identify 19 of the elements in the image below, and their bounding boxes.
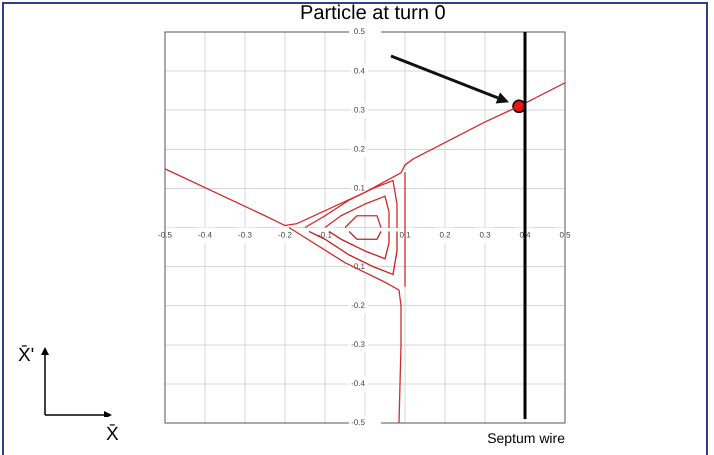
text: Particle at turn 0 bbox=[300, 2, 446, 25]
y-tick-label: -0.4 bbox=[351, 379, 366, 388]
x-tick-label: 0.3 bbox=[479, 230, 492, 240]
x-tick-label: -0.2 bbox=[278, 230, 292, 240]
text: X̄' bbox=[18, 345, 34, 367]
y-tick-label: 0.5 bbox=[354, 27, 366, 36]
y-tick-label: -0.5 bbox=[351, 418, 366, 428]
ref-line-label: Septum wire bbox=[487, 430, 566, 446]
y-tick-label: 0.4 bbox=[354, 66, 366, 76]
y-tick-label: -0.2 bbox=[351, 300, 366, 310]
y-tick-label: 0.2 bbox=[354, 144, 366, 154]
y-tick-label: 0.1 bbox=[354, 184, 366, 193]
y-tick-label: 0.3 bbox=[354, 105, 366, 114]
x-tick-label: -0.1 bbox=[318, 230, 332, 240]
text: X̄ bbox=[106, 424, 119, 446]
x-tick-label: -0.4 bbox=[198, 230, 212, 240]
x-tick-label: 0.2 bbox=[439, 230, 452, 240]
x-tick-label: -0.3 bbox=[238, 230, 252, 240]
y-tick-label: -0.3 bbox=[351, 340, 366, 350]
